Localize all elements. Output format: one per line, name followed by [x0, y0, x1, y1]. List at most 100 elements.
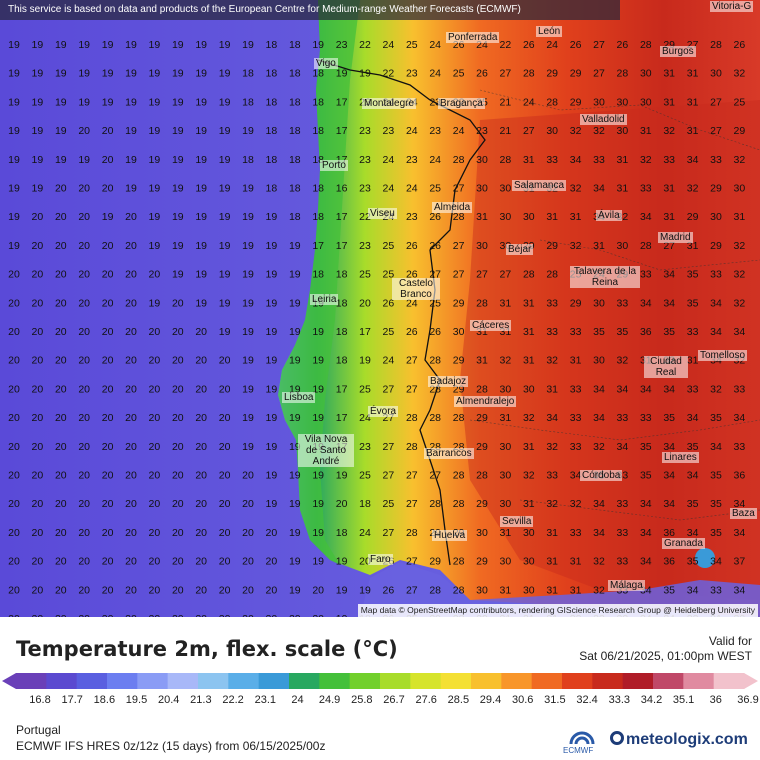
temperature-value: 19 [336, 584, 348, 596]
temperature-value: 19 [195, 96, 207, 108]
temperature-value: 36 [663, 556, 675, 568]
meteologix-logo[interactable]: meteologix.com [610, 731, 748, 749]
temperature-value: 20 [8, 613, 20, 617]
colorbar-tick-label: 21.3 [190, 694, 212, 706]
temperature-value: 19 [219, 211, 231, 223]
temperature-value: 33 [570, 383, 582, 395]
temperature-value: 19 [195, 269, 207, 281]
temperature-value: 20 [32, 498, 44, 510]
temperature-value: 18 [289, 96, 301, 108]
temperature-value: 30 [500, 211, 512, 223]
temperature-value: 19 [266, 269, 278, 281]
temperature-value: 19 [219, 96, 231, 108]
colorbar-ticks: 16.8 17.7 18.6 19.5 20.4 21.3 22.2 23.1 24 24.9 25… [0, 694, 760, 710]
temperature-value: 18 [266, 96, 278, 108]
temperature-value: 35 [617, 326, 629, 338]
colorbar-tick-label: 29.4 [479, 694, 502, 706]
temperature-value: 20 [172, 584, 184, 596]
temperature-value: 20 [149, 527, 161, 539]
temperature-map[interactable]: 19 19 19 19 19 19 19 19 19 19 19 18 18 19 23 22 24 25 24 26… [0, 0, 760, 617]
temperature-value: 25 [359, 383, 371, 395]
temperature-value: 20 [78, 211, 90, 223]
temperature-value: 35 [663, 584, 675, 596]
temperature-value: 35 [710, 498, 722, 510]
temperature-value: 35 [710, 470, 722, 482]
temperature-value: 20 [219, 613, 231, 617]
temperature-value: 27 [476, 269, 488, 281]
temperature-value: 20 [195, 383, 207, 395]
temperature-value: 18 [242, 154, 254, 166]
temperature-value: 19 [32, 68, 44, 80]
temperature-value: 28 [453, 441, 465, 453]
city-label: Almeida [432, 202, 473, 213]
temperature-value: 20 [219, 383, 231, 395]
temperature-value: 28 [500, 154, 512, 166]
temperature-value: 20 [78, 441, 90, 453]
temperature-value: 34 [687, 527, 699, 539]
temperature-value: 20 [78, 556, 90, 568]
temperature-value: 19 [195, 183, 207, 195]
temperature-value: 20 [125, 470, 137, 482]
temperature-value: 19 [149, 68, 161, 80]
temperature-value: 34 [663, 498, 675, 510]
temperature-value: 33 [546, 470, 558, 482]
temperature-value: 29 [663, 39, 675, 51]
temperature-value: 19 [289, 326, 301, 338]
temperature-value: 20 [78, 412, 90, 424]
temperature-value: 20 [149, 613, 161, 617]
temperature-value: 18 [312, 68, 324, 80]
temperature-value: 30 [523, 584, 535, 596]
temperature-value: 29 [546, 240, 558, 252]
temperature-value: 32 [617, 211, 629, 223]
temperature-value: 32 [734, 240, 746, 252]
temperature-value: 32 [734, 269, 746, 281]
temperature-value: 20 [219, 527, 231, 539]
temperature-value: 24 [429, 68, 441, 80]
temperature-value: 17 [336, 211, 348, 223]
temperature-value: 32 [570, 240, 582, 252]
temperature-value: 20 [8, 556, 20, 568]
temperature-value: 20 [125, 527, 137, 539]
temperature-value: 19 [55, 154, 67, 166]
temperature-value: 26 [383, 297, 395, 309]
temperature-value: 20 [8, 441, 20, 453]
temperature-value: 19 [289, 383, 301, 395]
city-label: Sevilla [500, 516, 534, 527]
temperature-value: 18 [266, 125, 278, 137]
temperature-value: 34 [593, 412, 605, 424]
temperature-value: 31 [500, 297, 512, 309]
temperature-value: 19 [149, 96, 161, 108]
map-attribution[interactable]: Map data © OpenStreetMap contributors, r… [357, 604, 758, 617]
city-label: Madrid [658, 232, 693, 243]
temperature-value: 31 [523, 326, 535, 338]
temperature-value: 24 [546, 39, 558, 51]
temperature-value: 32 [546, 498, 558, 510]
temperature-value: 32 [523, 412, 535, 424]
temperature-value: 30 [593, 355, 605, 367]
temperature-value: 32 [593, 125, 605, 137]
city-label: Vigo [314, 58, 338, 69]
temperature-value: 20 [32, 441, 44, 453]
temperature-value: 31 [687, 68, 699, 80]
temperature-value: 35 [640, 441, 652, 453]
temperature-value: 19 [219, 297, 231, 309]
temperature-value: 33 [546, 326, 558, 338]
temperature-value: 20 [78, 269, 90, 281]
temperature-value: 35 [710, 527, 722, 539]
temperature-value: 20 [172, 441, 184, 453]
temperature-value: 20 [149, 355, 161, 367]
temperature-value: 18 [266, 39, 278, 51]
temperature-value: 27 [710, 125, 722, 137]
temperature-value: 20 [55, 412, 67, 424]
colorbar-tick-label: 35.1 [672, 694, 695, 706]
temperature-value: 20 [32, 211, 44, 223]
temperature-value: 28 [429, 412, 441, 424]
temperature-value: 19 [266, 211, 278, 223]
colorbar-segment [531, 673, 563, 689]
temperature-value: 20 [102, 556, 114, 568]
temperature-value: 20 [102, 412, 114, 424]
meteologix-logo-icon [610, 731, 624, 745]
temperature-value: 19 [219, 154, 231, 166]
temperature-value: 26 [617, 39, 629, 51]
temperature-value: 19 [219, 183, 231, 195]
